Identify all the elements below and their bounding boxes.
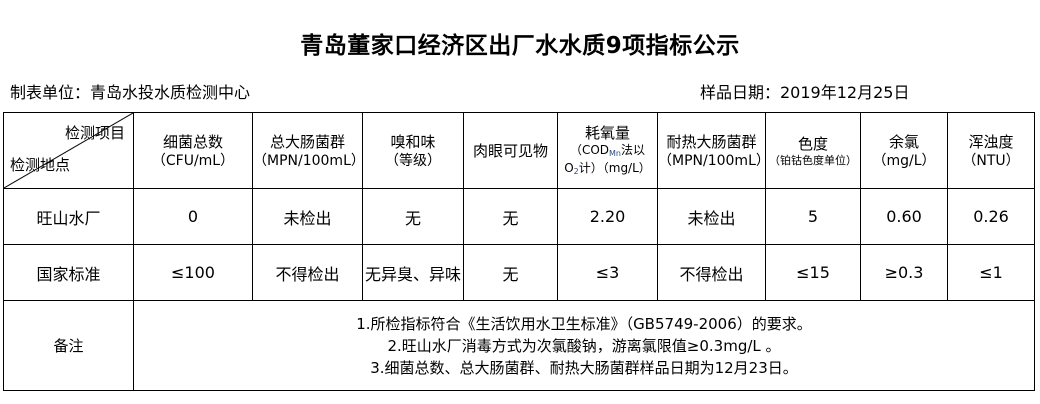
meta-line: 制表单位：青岛水投水质检测中心 样品日期：2019年12月25日 <box>0 79 1040 102</box>
header-chroma: 色度 （铂钴色度单位） <box>765 112 861 189</box>
cell-value: ≤1 <box>947 244 1035 301</box>
cell-value: ≤100 <box>133 244 253 301</box>
cell-value: 无异臭、异味 <box>362 244 464 301</box>
table-row-national-standard: 国家标准 ≤100 不得检出 无异臭、异味 无 ≤3 不得检出 ≤15 ≥0.3… <box>3 244 1035 301</box>
header-total-coliforms: 总大肠菌群 （MPN/100mL） <box>252 112 363 189</box>
table-row-notes: 备注 1.所检指标符合《生活饮用水卫生标准》（GB5749-2006）的要求。 … <box>3 300 1035 391</box>
o2-subscript: 2 <box>573 166 579 176</box>
note-line-2: 2.旺山水厂消毒方式为次氯酸钠，游离氯限值≥0.3mg/L 。 <box>387 336 781 355</box>
cell-value: 5 <box>765 188 861 245</box>
row-label: 旺山水厂 <box>3 188 134 245</box>
cell-value: 不得检出 <box>657 244 766 301</box>
diagonal-divider <box>4 113 133 188</box>
sample-date: 样品日期：2019年12月25日 <box>700 83 910 102</box>
report-producer: 制表单位：青岛水投水质检测中心 <box>10 83 251 102</box>
cell-value: 无 <box>362 188 464 245</box>
cell-value: 0.60 <box>860 188 948 245</box>
water-quality-table: 检测项目 检测地点 细菌总数 （CFU/mL） 总大肠菌群 （MPN/100mL… <box>3 112 1035 391</box>
corner-label-site: 检测地点 <box>10 156 71 174</box>
header-oxygen-consumption: 耗氧量 （CODMn法以 O2计）（mg/L） <box>557 112 658 189</box>
cell-value: 未检出 <box>252 188 363 245</box>
header-visible-matter: 肉眼可见物 <box>463 112 558 189</box>
header-bacteria-total: 细菌总数 （CFU/mL） <box>133 112 253 189</box>
header-odor-taste: 嗅和味 （等级） <box>362 112 464 189</box>
cell-value: 2.20 <box>557 188 658 245</box>
row-label: 国家标准 <box>3 244 134 301</box>
cod-subscript: Mn <box>609 148 622 158</box>
corner-header-cell: 检测项目 检测地点 <box>3 112 134 189</box>
notes-label: 备注 <box>3 300 134 391</box>
header-turbidity: 浑浊度 （NTU） <box>947 112 1035 189</box>
cell-value: 无 <box>463 244 558 301</box>
table-row-wangshan-plant: 旺山水厂 0 未检出 无 无 2.20 未检出 5 0.60 0.26 <box>3 188 1035 245</box>
corner-label-items: 检测项目 <box>64 124 125 142</box>
cell-value: ≥0.3 <box>860 244 948 301</box>
cell-value: 未检出 <box>657 188 766 245</box>
cell-value: 不得检出 <box>252 244 363 301</box>
cell-value: 0 <box>133 188 253 245</box>
note-line-1: 1.所检指标符合《生活饮用水卫生标准》（GB5749-2006）的要求。 <box>356 314 812 333</box>
header-heat-resistant-coliforms: 耐热大肠菌群 （MPN/100mL） <box>657 112 766 189</box>
page-title: 青岛董家口经济区出厂水水质9项指标公示 <box>300 33 740 59</box>
cell-value: 0.26 <box>947 188 1035 245</box>
cell-value: ≤15 <box>765 244 861 301</box>
note-line-3: 3.细菌总数、总大肠菌群、耐热大肠菌群样品日期为12月23日。 <box>370 358 798 377</box>
notes-content: 1.所检指标符合《生活饮用水卫生标准》（GB5749-2006）的要求。 2.旺… <box>133 300 1035 391</box>
cell-value: 无 <box>463 188 558 245</box>
cell-value: ≤3 <box>557 244 658 301</box>
header-residual-chlorine: 余氯 （mg/L） <box>860 112 948 189</box>
table-header-row: 检测项目 检测地点 细菌总数 （CFU/mL） 总大肠菌群 （MPN/100mL… <box>3 112 1035 189</box>
